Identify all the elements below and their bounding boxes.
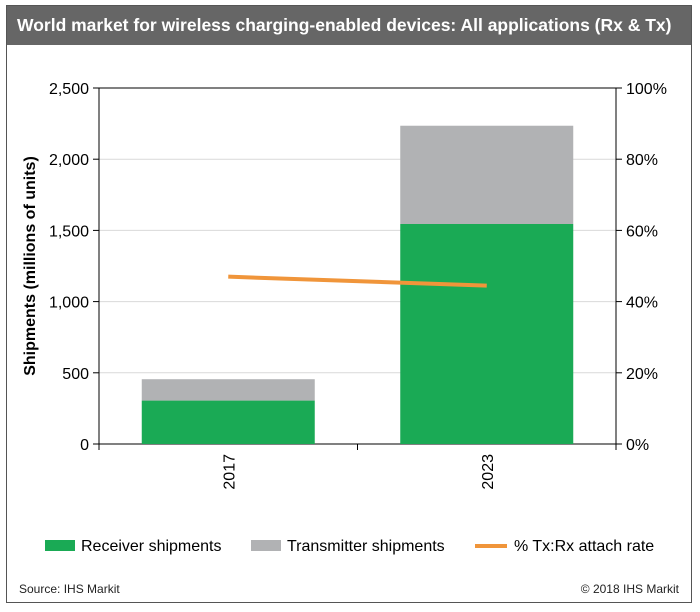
y2-tick-label: 40%: [626, 295, 658, 312]
chart-frame: World market for wireless charging-enabl…: [6, 5, 692, 603]
legend-swatch-receiver: [45, 540, 75, 551]
legend-label-transmitter: Transmitter shipments: [287, 538, 445, 555]
legend-label-receiver: Receiver shipments: [81, 538, 222, 555]
y-tick-label: 2,000: [49, 152, 89, 169]
y2-tick-label: 80%: [626, 152, 658, 169]
y-tick-label: 1,000: [49, 295, 89, 312]
source-note: Source: IHS Markit: [19, 582, 120, 596]
bar-transmitter: [141, 379, 315, 401]
y2-tick-label: 20%: [626, 366, 658, 383]
bar-receiver: [141, 400, 315, 444]
attach-rate-line: [228, 274, 487, 288]
legend-label-attach-rate: % Tx:Rx attach rate: [514, 538, 654, 555]
y-tick-label: 1,500: [49, 223, 89, 240]
y-tick-label: 0: [80, 437, 89, 454]
legend-swatch-transmitter: [251, 540, 281, 551]
copyright-note: © 2018 IHS Markit: [580, 582, 679, 596]
y-axis-label: Shipments (millions of units): [22, 156, 39, 376]
y-tick-label: 500: [62, 366, 89, 383]
y2-tick-label: 0%: [626, 437, 649, 454]
y-tick-label: 2,500: [49, 81, 89, 98]
bar-transmitter: [400, 125, 574, 224]
chart-canvas: 0 500 1,000 1,500 2,000 2,500 0% 20% 40% 60% 80% 10…: [22, 81, 667, 555]
y2-tick-label: 100%: [626, 81, 667, 98]
x-tick-label: 2023: [480, 454, 497, 490]
bar-receiver: [400, 223, 574, 444]
y2-tick-label: 60%: [626, 223, 658, 240]
chart-title: World market for wireless charging-enabl…: [7, 6, 691, 45]
x-tick-label: 2017: [221, 454, 238, 490]
